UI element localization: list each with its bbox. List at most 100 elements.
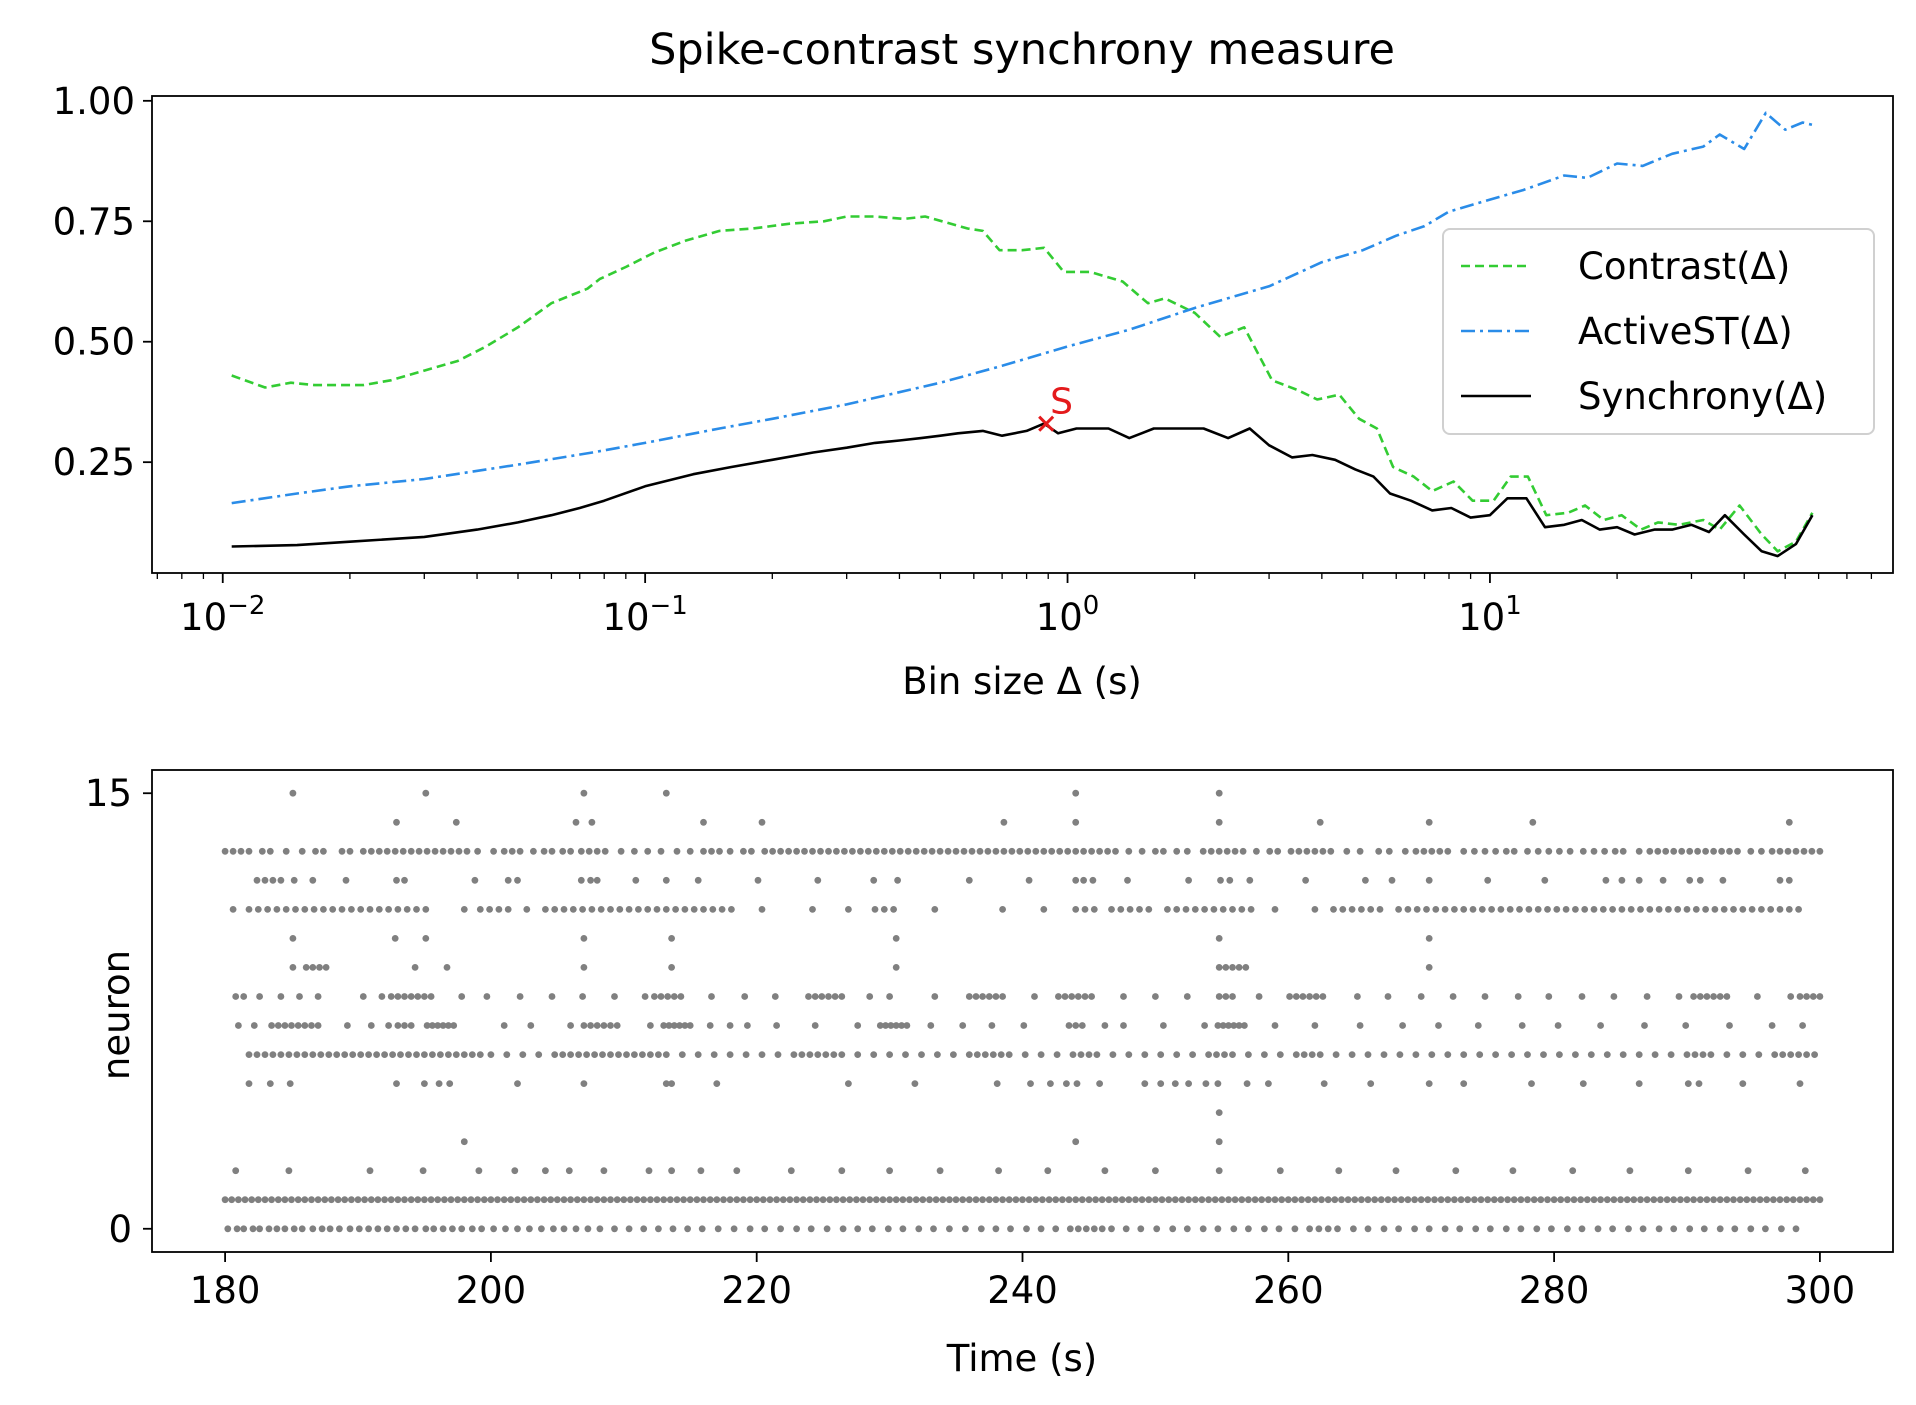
spike-dot [1072,847,1080,855]
spike-dot [1556,1051,1563,1058]
spike-dot [838,1167,846,1175]
spike-dot [1243,1080,1251,1087]
spike-dot [1284,1196,1292,1204]
spike-dot [1686,1225,1694,1233]
spike-dot [1756,1196,1764,1204]
max-synchrony-marker [1038,415,1055,432]
spike-dot [593,1196,601,1204]
spike-dot [1319,993,1327,1000]
spike-dot [402,1225,410,1233]
spike-dot [1178,1196,1186,1204]
bottom-x-tick-label: 240 [987,1269,1058,1312]
spike-dot [1425,1225,1433,1233]
spike-dot [1312,993,1320,1000]
spike-dot [1037,1051,1045,1058]
spike-dot [511,1167,519,1175]
spike-dot [892,1196,900,1204]
spike-dot [318,1225,326,1233]
spike-dot [1348,906,1356,913]
spike-dot [463,847,471,855]
spike-dot [1444,1196,1452,1204]
spike-dot [1335,1167,1343,1175]
spike-dot [1646,906,1654,913]
spike-dot [494,1196,501,1204]
spike-dot [1564,1225,1571,1233]
spike-dot [845,906,852,913]
spike-dot [814,876,822,884]
spike-dot [580,789,588,797]
spike-dot [237,847,245,855]
spike-dot [383,1225,391,1233]
spike-dot [845,1080,852,1087]
spike-dot [1183,1225,1191,1233]
spike-dot [1435,1022,1442,1029]
spike-dot [657,993,665,1000]
spike-dot [1152,847,1159,855]
spike-dot [932,1196,940,1204]
spike-dot [1692,906,1700,913]
spike-dot [1171,1080,1179,1087]
spike-dot [1747,1225,1755,1233]
spike-dot [411,964,419,971]
spike-dot [1274,847,1282,855]
spike-dot [1545,847,1553,855]
spike-dot [946,1225,953,1233]
spike-dot [1488,906,1495,913]
spike-dot [329,906,337,913]
spike-dot [1384,1196,1392,1204]
spike-dot [580,1080,588,1087]
spike-dot [1476,1051,1484,1058]
spike-dot [1509,1167,1517,1175]
spike-dot [1726,847,1733,855]
spike-dot [1441,1225,1449,1233]
spike-dot [777,847,784,855]
spike-dot [632,876,640,884]
legend-contrast-label: Contrast(Δ) [1578,245,1790,288]
spike-dot [1718,847,1725,855]
spike-dot [1424,1196,1432,1204]
spike-dot [641,993,649,1000]
spike-dot [1635,876,1643,884]
spike-dot [391,847,399,855]
spike-dot [1072,876,1080,884]
spike-dot [640,1225,648,1233]
spike-dot [573,1196,581,1204]
spike-dot [888,847,896,855]
spike-dot [1609,1225,1616,1233]
spike-dot [1816,847,1824,855]
spike-dot [542,906,549,913]
spike-dot [321,1196,329,1204]
spike-dot [1225,1022,1232,1029]
spike-dot [1540,1051,1547,1058]
spike-dot [486,906,493,913]
spike-dot [261,1196,269,1204]
spike-dot [886,993,893,1000]
spike-dot [733,1167,741,1175]
spike-dot [288,1022,295,1029]
spike-dot [439,847,447,855]
spike-dot [1683,1196,1691,1204]
spike-dot [1376,906,1384,913]
spike-dot [591,1051,598,1058]
spike-dot [1375,847,1383,855]
spike-dot [534,1196,541,1204]
spike-dot [758,818,766,826]
spike-dot [931,906,939,913]
spike-dot [673,847,681,855]
spike-dot [965,993,973,1000]
spike-dot [668,1167,675,1175]
spike-dot [672,906,679,913]
spike-dot [1703,1196,1711,1204]
spike-dot [1367,1080,1375,1087]
spike-dot [1085,1051,1093,1058]
spike-dot [733,1196,741,1204]
spike-dot [1635,1080,1643,1087]
spike-dot [584,1225,592,1233]
contrast-line [231,215,1814,553]
top-y-tick-label: 1.00 [53,80,135,123]
spike-dot [495,906,503,913]
spike-dot [694,1051,702,1058]
spike-dot [460,1051,468,1058]
spike-dot [1344,1196,1352,1204]
spike-dot [1351,1196,1359,1204]
